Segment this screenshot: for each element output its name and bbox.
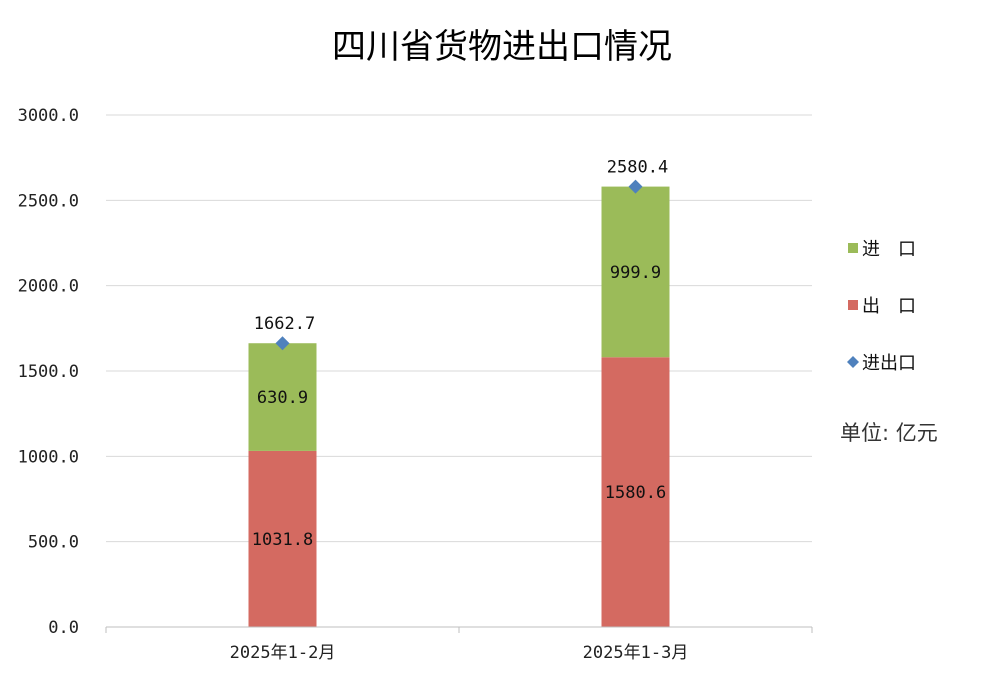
data-label-import: 630.9 [257, 388, 308, 408]
data-labels: 1031.8 630.9 1662.7 1580.6 999.9 2580.4 [252, 158, 668, 550]
bar-import [248, 343, 317, 451]
data-label-export: 1580.6 [605, 483, 666, 503]
data-label-total: 2580.4 [607, 158, 668, 178]
legend-marker-square [848, 300, 858, 310]
bar-export [601, 357, 670, 627]
y-tick-label: 500.0 [28, 533, 79, 553]
legend-label: 进出口 [862, 353, 916, 374]
legend-label: 进 口 [862, 239, 916, 260]
total-marker [275, 336, 290, 351]
bar-import [601, 186, 670, 358]
bars [248, 186, 670, 627]
chart-title: 四川省货物进出口情况 [332, 27, 672, 67]
x-category-label: 2025年1-2月 [230, 643, 336, 663]
data-label-total: 1662.7 [254, 314, 315, 334]
legend-marker-square [848, 243, 858, 253]
y-tick-label: 2000.0 [18, 277, 79, 297]
unit-label: 单位: 亿元 [840, 421, 938, 445]
data-label-export: 1031.8 [252, 530, 313, 550]
y-tick-label: 1000.0 [18, 447, 79, 467]
gridlines [106, 114, 812, 543]
y-tick-label: 0.0 [48, 618, 79, 638]
y-axis-ticks: 0.0 500.0 1000.0 1500.0 2000.0 2500.0 3000.0 [18, 106, 79, 638]
x-axis: 2025年1-2月 2025年1-3月 [105, 626, 813, 663]
y-tick-label: 1500.0 [18, 362, 79, 382]
legend-label: 出 口 [862, 296, 916, 317]
total-marker [628, 179, 643, 194]
y-tick-label: 3000.0 [18, 106, 79, 126]
bar-export [248, 450, 317, 627]
data-label-import: 999.9 [610, 263, 661, 283]
legend-marker-diamond [847, 356, 859, 368]
y-tick-label: 2500.0 [18, 191, 79, 211]
x-category-label: 2025年1-3月 [583, 643, 689, 663]
